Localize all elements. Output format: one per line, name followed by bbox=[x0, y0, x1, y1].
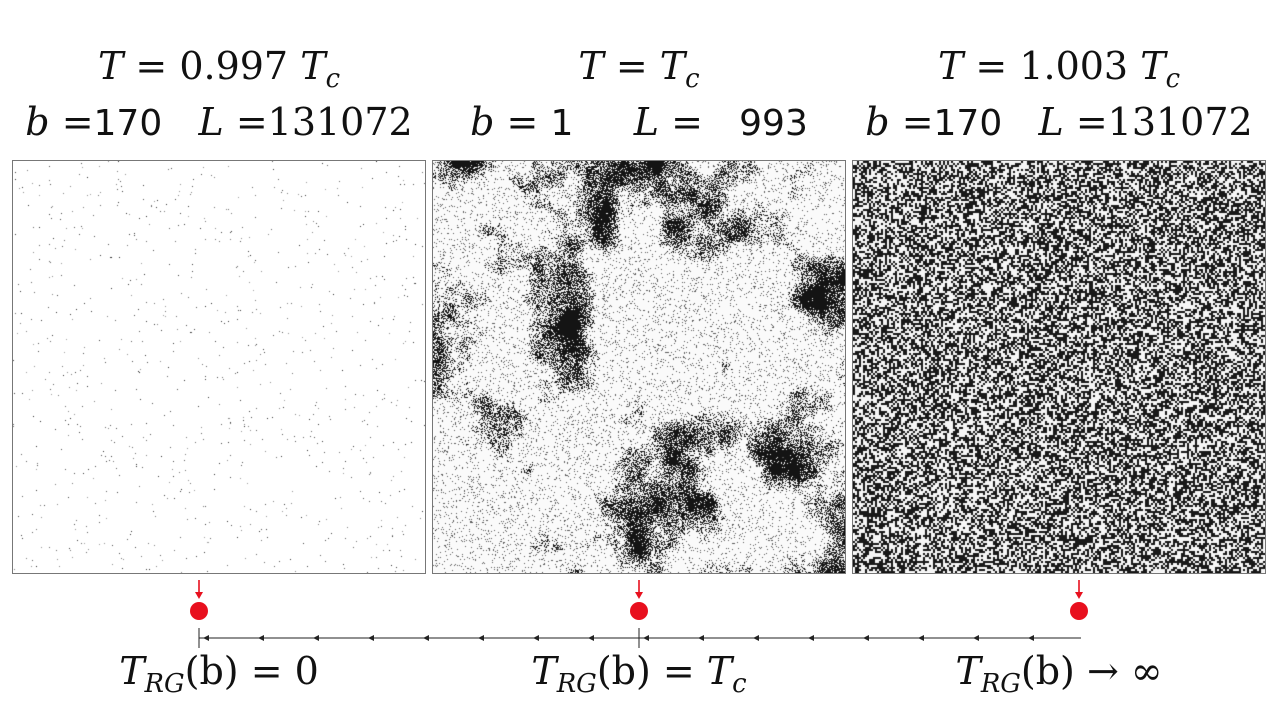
spin-lattice-critical bbox=[433, 161, 845, 573]
flow-arrow-left-icon bbox=[313, 635, 319, 641]
flow-arrow-left-icon bbox=[478, 635, 484, 641]
flow-arrows bbox=[203, 635, 1034, 641]
red-dot-marker bbox=[190, 602, 208, 620]
panel-3-parameters: b =170 L =131072 bbox=[865, 100, 1253, 144]
fixed-point-marker-critical bbox=[630, 580, 648, 648]
spin-panel-critical bbox=[432, 160, 846, 574]
flow-arrow-left-icon bbox=[863, 635, 869, 641]
spin-lattice-ordered bbox=[13, 161, 425, 573]
spin-lattice-disordered bbox=[853, 161, 1265, 573]
flow-arrow-left-icon bbox=[533, 635, 539, 641]
down-arrow-head bbox=[635, 592, 643, 599]
down-arrow-head bbox=[195, 592, 203, 599]
flow-arrow-left-icon bbox=[918, 635, 924, 641]
flow-label-infinity: TRG(b) → ∞ bbox=[955, 649, 1163, 699]
red-dot-marker bbox=[630, 602, 648, 620]
flow-arrow-left-icon bbox=[808, 635, 814, 641]
flow-arrow-left-icon bbox=[753, 635, 759, 641]
fixed-point-marker-infinity bbox=[1070, 580, 1088, 620]
red-dot-marker bbox=[1070, 602, 1088, 620]
panel-3-temperature: T = 1.003 Tc bbox=[937, 44, 1181, 94]
panel-2-parameters: b = 1 L = 993 bbox=[470, 100, 808, 144]
spin-panel-disordered bbox=[852, 160, 1266, 574]
flow-arrow-left-icon bbox=[423, 635, 429, 641]
flow-arrow-left-icon bbox=[258, 635, 264, 641]
spin-panel-ordered bbox=[12, 160, 426, 574]
fixed-point-marker-zero bbox=[190, 580, 208, 648]
flow-label-critical: TRG(b) = Tc bbox=[531, 649, 747, 699]
flow-arrow-left-icon bbox=[368, 635, 374, 641]
flow-arrow-left-icon bbox=[588, 635, 594, 641]
panel-2-temperature: T = Tc bbox=[578, 44, 700, 94]
flow-arrow-left-icon bbox=[698, 635, 704, 641]
down-arrow-head bbox=[1075, 592, 1083, 599]
flow-arrow-left-icon bbox=[973, 635, 979, 641]
flow-arrow-left-icon bbox=[1028, 635, 1034, 641]
flow-arrow-left-icon bbox=[203, 635, 209, 641]
panel-1-parameters: b =170 L =131072 bbox=[25, 100, 413, 144]
flow-arrow-left-icon bbox=[643, 635, 649, 641]
panel-1-temperature: T = 0.997 Tc bbox=[97, 44, 341, 94]
flow-label-zero: TRG(b) = 0 bbox=[119, 649, 319, 699]
